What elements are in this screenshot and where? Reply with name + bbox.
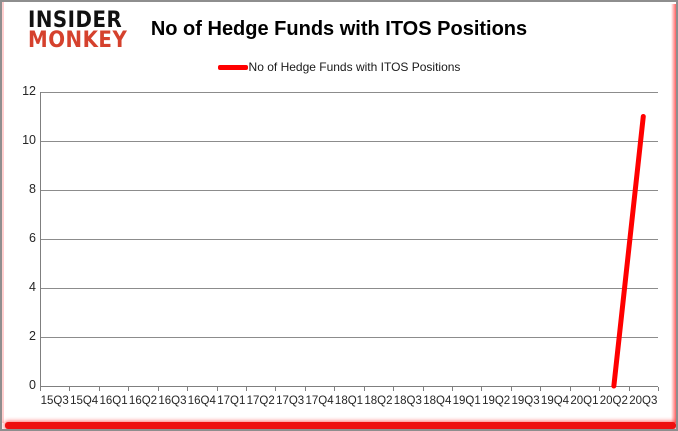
gridline: [40, 337, 658, 338]
x-axis-tick-label: 18Q3: [393, 395, 422, 407]
x-axis-tick-label: 17Q2: [246, 395, 275, 407]
x-axis-tick-label: 16Q3: [158, 395, 187, 407]
logo-text-insider: INSIDER: [28, 8, 123, 33]
x-axis-tick: [334, 387, 336, 391]
gridline: [40, 190, 658, 191]
x-axis-tick: [481, 387, 483, 391]
y-axis-tick-label: 6: [29, 231, 36, 245]
x-axis-tick: [658, 387, 659, 391]
x-axis-tick: [452, 387, 453, 391]
x-axis-tick-label: 16Q4: [187, 395, 216, 407]
x-axis-tick-label: 18Q2: [364, 395, 393, 407]
x-axis-tick: [40, 387, 41, 391]
x-axis-tick-label: 19Q4: [540, 395, 570, 407]
x-axis-tick-label: 16Q1: [99, 395, 128, 407]
y-axis-tick-label: 0: [29, 378, 36, 392]
gridline: [40, 239, 658, 240]
x-axis-tick-label: 19Q1: [452, 395, 481, 407]
x-axis-tick-label: 15Q4: [70, 395, 99, 407]
logo-text-monkey: MONKEY: [28, 28, 128, 54]
x-axis-tick-label: 19Q3: [511, 395, 540, 407]
gridline: [40, 92, 658, 93]
x-axis-tick-label: 18Q4: [423, 395, 452, 407]
x-axis-tick: [599, 387, 601, 391]
x-axis-tick-label: 20Q3: [629, 395, 658, 407]
x-axis-tick: [187, 387, 189, 391]
x-axis-tick: [157, 387, 159, 391]
x-axis-tick: [569, 387, 571, 391]
x-axis-tick-label: 20Q2: [599, 395, 628, 407]
y-axis-tick-label: 8: [29, 182, 36, 196]
series-line-hedge-funds: [611, 114, 646, 389]
x-axis-tick: [510, 387, 512, 391]
legend: No of Hedge Funds with ITOS Positions: [2, 60, 676, 74]
x-axis-tick: [69, 387, 71, 391]
x-axis: [40, 386, 658, 387]
x-axis-tick: [422, 387, 424, 391]
y-axis-tick-label: 2: [29, 329, 36, 343]
x-axis-tick: [393, 387, 395, 391]
x-axis-tick: [628, 387, 630, 391]
x-axis-tick-label: 16Q2: [128, 395, 158, 407]
gridline: [40, 141, 658, 142]
x-axis-tick-label: 15Q3: [40, 395, 69, 407]
x-axis-tick: [363, 387, 365, 391]
x-axis-tick: [246, 387, 247, 391]
x-axis-tick-label: 17Q1: [217, 395, 246, 407]
legend-line-marker: [217, 64, 248, 70]
x-axis-tick: [98, 387, 100, 391]
y-axis-tick-label: 10: [22, 133, 36, 147]
x-axis-tick: [128, 387, 130, 391]
y-axis-tick-label: 12: [22, 84, 36, 98]
chart-title: No of Hedge Funds with ITOS Positions: [150, 18, 528, 40]
y-axis: [40, 92, 41, 391]
legend-label: No of Hedge Funds with ITOS Positions: [248, 60, 461, 74]
x-axis-tick-label: 17Q3: [276, 395, 305, 407]
x-axis-tick: [275, 387, 277, 391]
x-axis-tick-label: 19Q2: [482, 395, 511, 407]
y-axis-tick-label: 4: [29, 280, 36, 294]
x-axis-tick: [304, 387, 306, 391]
x-axis-tick: [216, 387, 218, 391]
x-axis-tick-label: 20Q1: [570, 395, 599, 407]
x-axis-tick-label: 18Q1: [334, 395, 364, 407]
x-axis-tick-label: 17Q4: [305, 395, 334, 407]
x-axis-tick: [540, 387, 542, 391]
gridline: [40, 288, 658, 289]
insider-monkey-logo: INSIDER MONKEY: [28, 8, 128, 54]
